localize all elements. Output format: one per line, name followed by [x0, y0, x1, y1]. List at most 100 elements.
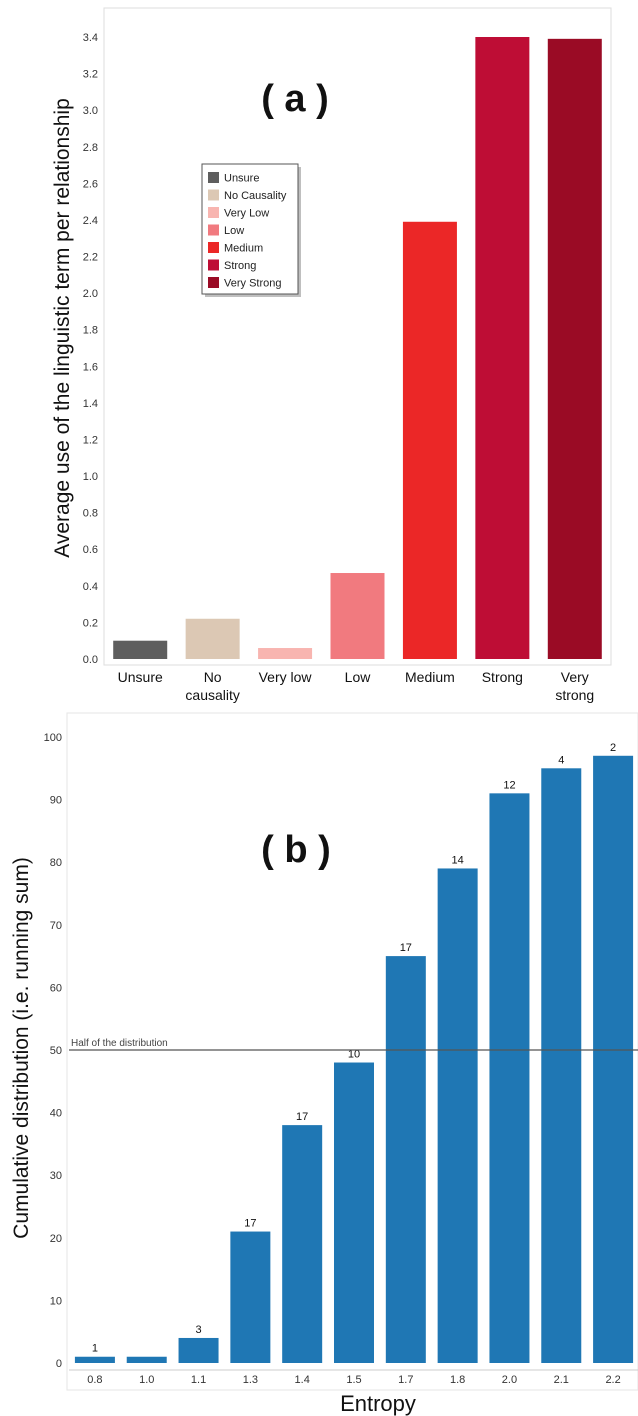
y-tick-label: 40: [50, 1108, 62, 1120]
x-tick-label: 1.4: [295, 1374, 310, 1386]
legend-entry: Unsure: [224, 173, 259, 185]
x-tick-label: 1.8: [450, 1374, 465, 1386]
y-tick-label: 30: [50, 1170, 62, 1182]
data-label: 14: [452, 854, 464, 866]
legend-swatch: [208, 207, 219, 218]
y-tick-label: 2.0: [83, 288, 98, 300]
legend-swatch: [208, 172, 219, 183]
y-tick-label: 2.8: [83, 142, 98, 154]
legend-entry: Very Strong: [224, 278, 281, 290]
reference-line-label: Half of the distribution: [71, 1038, 168, 1049]
y-tick-label: 0.6: [83, 544, 98, 556]
chart-a-y-axis-title: Average use of the linguistic term per r…: [51, 98, 74, 558]
x-tick-label: Low: [345, 669, 372, 685]
x-tick-label: Strong: [482, 669, 523, 685]
bar: [185, 618, 240, 659]
chart-b-y-ticks: 0 10 20 30 40 50 60 70 80 90 100: [44, 732, 62, 1370]
chart-b-data-labels: 1 3 17 17 10 17 14 12 4 2: [92, 742, 616, 1355]
legend-swatch: [208, 277, 219, 288]
data-label: 3: [195, 1324, 201, 1336]
legend-swatch: [208, 259, 219, 271]
x-tick-label: 1.0: [139, 1374, 154, 1386]
chart-a-bars: [113, 37, 602, 660]
x-tick-label: 2.1: [554, 1374, 569, 1386]
chart-a-x-labels: Unsure No causality Very low Low Medium Strong…: [118, 669, 595, 703]
y-tick-label: 0.2: [83, 617, 98, 629]
x-tick-label: causality: [185, 687, 239, 703]
data-label: 17: [400, 942, 412, 954]
bar: [475, 37, 530, 659]
legend-entry: Low: [224, 225, 244, 237]
bar: [258, 648, 313, 659]
chart-a: 0.0 0.2 0.4 0.6 0.8 1.0 1.2 1.4 1.6 1.8 2.0 2.2 2.4 2…: [51, 7, 612, 703]
y-tick-label: 0.0: [83, 654, 98, 666]
data-label: 10: [348, 1049, 360, 1061]
y-tick-label: 70: [50, 920, 62, 932]
x-tick-label: 1.3: [243, 1374, 258, 1386]
legend-entry: Medium: [224, 243, 263, 255]
x-tick-label: strong: [555, 687, 594, 703]
y-tick-label: 1.6: [83, 361, 98, 373]
chart-a-frame: [103, 7, 612, 666]
x-tick-label: 0.8: [87, 1374, 102, 1386]
y-tick-label: 90: [50, 795, 62, 807]
data-label: 4: [558, 754, 564, 766]
bar: [437, 868, 478, 1363]
bar: [334, 1062, 374, 1363]
legend-items: Unsure No Causality Very Low Low Medium Stron…: [208, 172, 287, 290]
bar: [593, 755, 634, 1363]
x-tick-label: No: [204, 669, 222, 685]
y-tick-label: 100: [44, 732, 62, 744]
chart-b-bars: [74, 755, 634, 1363]
y-tick-label: 2.2: [83, 252, 98, 264]
chart-b: 0 10 20 30 40 50 60 70 80 90 100 0.8 1.0 1.1 1.3 1.4 1.…: [10, 712, 638, 1416]
chart-a-panel-label: ( a ): [261, 78, 329, 120]
y-tick-label: 50: [50, 1045, 62, 1057]
bar: [402, 221, 457, 660]
x-tick-label: 2.0: [502, 1374, 517, 1386]
x-tick-label: 2.2: [605, 1374, 620, 1386]
chart-b-y-axis-title: Cumulative distribution (i.e. running su…: [10, 857, 33, 1239]
y-tick-label: 80: [50, 857, 62, 869]
y-tick-label: 10: [50, 1295, 62, 1307]
data-label: 12: [503, 779, 515, 791]
chart-a-y-ticks: 0.0 0.2 0.4 0.6 0.8 1.0 1.2 1.4 1.6 1.8 2.0 2.2 2.4 2…: [83, 32, 98, 666]
x-tick-label: 1.7: [398, 1374, 413, 1386]
y-tick-label: 3.4: [83, 32, 98, 44]
bar: [178, 1337, 219, 1363]
y-tick-label: 2.6: [83, 178, 98, 190]
y-tick-label: 0: [56, 1358, 62, 1370]
bar: [74, 1356, 115, 1363]
y-tick-label: 1.8: [83, 325, 98, 337]
legend-swatch: [208, 242, 219, 253]
legend-swatch: [208, 224, 219, 236]
y-tick-label: 20: [50, 1233, 62, 1245]
y-tick-label: 1.2: [83, 434, 98, 446]
y-tick-label: 2.4: [83, 215, 98, 227]
y-tick-label: 1.4: [83, 398, 98, 410]
bar: [126, 1356, 167, 1363]
x-tick-label: Very: [561, 669, 589, 685]
chart-b-x-labels: 0.8 1.0 1.1 1.3 1.4 1.5 1.7 1.8 2.0 2.1 2.2: [69, 1369, 638, 1386]
x-tick-label: Unsure: [118, 669, 163, 685]
bar: [489, 793, 530, 1363]
y-tick-label: 1.0: [83, 471, 98, 483]
x-tick-label: Medium: [405, 669, 455, 685]
bar: [282, 1125, 323, 1363]
bar: [330, 573, 385, 659]
chart-b-x-axis-title: Entropy: [340, 1391, 416, 1416]
bar: [541, 768, 582, 1363]
legend-swatch: [208, 189, 219, 201]
chart-a-legend: Unsure No Causality Very Low Low Medium Stron…: [201, 163, 301, 297]
chart-b-panel-label: ( b ): [261, 829, 331, 871]
data-label: 2: [610, 742, 616, 754]
y-tick-label: 60: [50, 982, 62, 994]
data-label: 17: [296, 1111, 308, 1123]
x-tick-label: Very low: [259, 669, 313, 685]
y-tick-label: 0.4: [83, 581, 98, 593]
data-label: 17: [244, 1218, 256, 1230]
legend-entry: Strong: [224, 260, 256, 272]
bar: [113, 640, 168, 659]
bar: [385, 956, 426, 1363]
